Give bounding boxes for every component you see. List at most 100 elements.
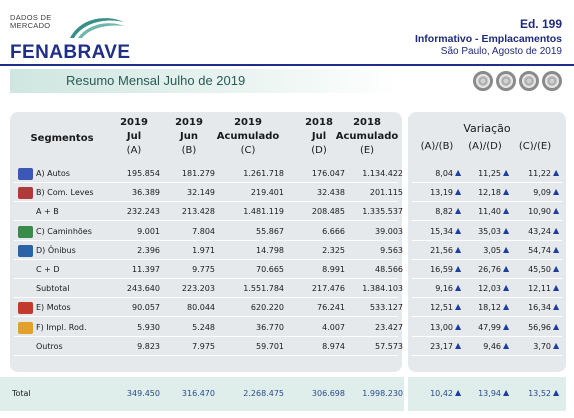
- up-arrow-icon: ▲: [503, 321, 510, 331]
- column-header-year: 2018: [353, 117, 381, 128]
- row-divider: [14, 278, 398, 279]
- table-cell: 55.867: [256, 226, 284, 236]
- up-arrow-icon: ▲: [455, 388, 462, 397]
- bus-icon: [18, 244, 33, 257]
- up-arrow-icon: ▲: [553, 321, 560, 331]
- table-cell: 243.640: [126, 284, 160, 294]
- up-arrow-icon: ▲: [553, 206, 560, 216]
- column-header-period: Acumulado: [335, 131, 399, 142]
- variation-cell: 23,17: [430, 341, 453, 351]
- column-header-year: 2019: [175, 117, 203, 128]
- logo-brand-name: FENABRAVE: [10, 42, 131, 63]
- row-divider: [412, 354, 562, 356]
- table-cell: 620.220: [250, 303, 284, 313]
- table-cell: 9.823: [137, 341, 160, 351]
- variation-cell: 13,00: [430, 322, 453, 332]
- up-arrow-icon: ▲: [455, 264, 462, 273]
- variation-cell: 12,03: [478, 284, 501, 294]
- table-cell: 6.666: [322, 226, 345, 236]
- row-divider: [14, 316, 398, 318]
- table-cell: 32.149: [187, 188, 215, 198]
- table-cell: 1.335.537: [362, 207, 403, 217]
- column-header-period: Acumulado: [216, 131, 280, 142]
- logo-subtitle: DADOS DE MERCADO: [10, 13, 52, 30]
- up-arrow-icon: ▲: [553, 388, 560, 397]
- row-divider: [14, 182, 398, 183]
- trailer-icon: [18, 321, 33, 334]
- total-cell: 1.998.230: [362, 389, 403, 398]
- wheel-icon: [496, 71, 516, 91]
- table-cell: 32.438: [317, 188, 345, 198]
- variation-cell: 35,03: [478, 226, 501, 236]
- variation-cell: 56,96: [528, 322, 551, 332]
- row-divider: [14, 239, 398, 241]
- column-header: 2018 Jul (D): [293, 116, 345, 158]
- segment-label: Outros: [36, 341, 63, 351]
- variation-cell: 47,99: [478, 322, 501, 332]
- variation-cell: 54,74: [528, 245, 551, 255]
- variation-cell: 43,24: [528, 226, 551, 236]
- report-header: DADOS DE MERCADO FENABRAVE Ed. 199 Infor…: [0, 0, 574, 70]
- up-arrow-icon: ▲: [503, 302, 510, 312]
- table-cell: 80.044: [187, 303, 215, 313]
- table-cell: 1.481.119: [243, 207, 284, 217]
- row-divider: [412, 316, 562, 318]
- total-label: Total: [12, 389, 31, 398]
- banner-decoration: [473, 69, 562, 93]
- total-variation-bar: [408, 377, 566, 411]
- row-divider: [412, 182, 562, 183]
- column-header-year: 2019: [120, 117, 148, 128]
- variation-cell: 11,22: [528, 169, 551, 178]
- table-cell: 8.991: [322, 265, 345, 274]
- row-divider: [14, 220, 398, 222]
- row-divider: [14, 201, 398, 203]
- table-cell: 2.325: [322, 245, 345, 255]
- variation-cell: 12,18: [478, 188, 501, 198]
- table-cell: 23.427: [375, 322, 403, 332]
- table-cell: 36.770: [256, 322, 284, 332]
- variation-panel: [408, 112, 566, 372]
- registrations-panel: [10, 112, 402, 372]
- variation-cell: 3,05: [483, 245, 501, 255]
- variation-cell: 9,09: [533, 188, 551, 198]
- variation-column-header: (A)/(D): [468, 141, 502, 152]
- table-cell: 217.476: [311, 284, 345, 294]
- segment-label: C + D: [36, 265, 60, 274]
- table-cell: 39.003: [375, 226, 403, 236]
- column-header-period: Jul: [126, 131, 142, 142]
- table-cell: 5.248: [192, 322, 215, 332]
- segment-label: C) Caminhões: [36, 226, 92, 236]
- variation-cell: 11,40: [478, 207, 501, 217]
- variation-cell: 12,11: [528, 284, 551, 294]
- up-arrow-icon: ▲: [455, 302, 462, 312]
- table-cell: 208.485: [311, 207, 345, 217]
- fenabrave-logo: DADOS DE MERCADO FENABRAVE: [10, 12, 160, 64]
- table-cell: 4.007: [322, 322, 345, 332]
- row-divider: [14, 354, 398, 356]
- column-header-key: (D): [311, 145, 327, 156]
- total-cell: 2.268.475: [243, 389, 284, 398]
- up-arrow-icon: ▲: [503, 168, 510, 177]
- up-arrow-icon: ▲: [553, 168, 560, 177]
- up-arrow-icon: ▲: [503, 340, 510, 350]
- table-cell: 76.241: [317, 303, 345, 313]
- up-arrow-icon: ▲: [553, 340, 560, 350]
- motorcycle-icon: [18, 302, 33, 315]
- total-bar: [0, 377, 404, 411]
- column-header-key: (B): [181, 145, 197, 156]
- up-arrow-icon: ▲: [455, 206, 462, 216]
- segment-column-header: Segmentos: [30, 133, 94, 144]
- van-icon: [18, 187, 33, 200]
- table-cell: 195.854: [126, 169, 160, 178]
- total-variation-cell: 10,42: [430, 389, 453, 398]
- up-arrow-icon: ▲: [553, 187, 560, 197]
- row-divider: [14, 297, 398, 299]
- up-arrow-icon: ▲: [503, 388, 510, 397]
- column-header-year: 2019: [234, 117, 262, 128]
- up-arrow-icon: ▲: [503, 244, 510, 254]
- up-arrow-icon: ▲: [553, 302, 560, 312]
- row-divider: [14, 335, 398, 337]
- table-cell: 213.428: [181, 207, 215, 217]
- table-cell: 7.975: [192, 341, 215, 351]
- edition-number: Ed. 199: [519, 17, 562, 31]
